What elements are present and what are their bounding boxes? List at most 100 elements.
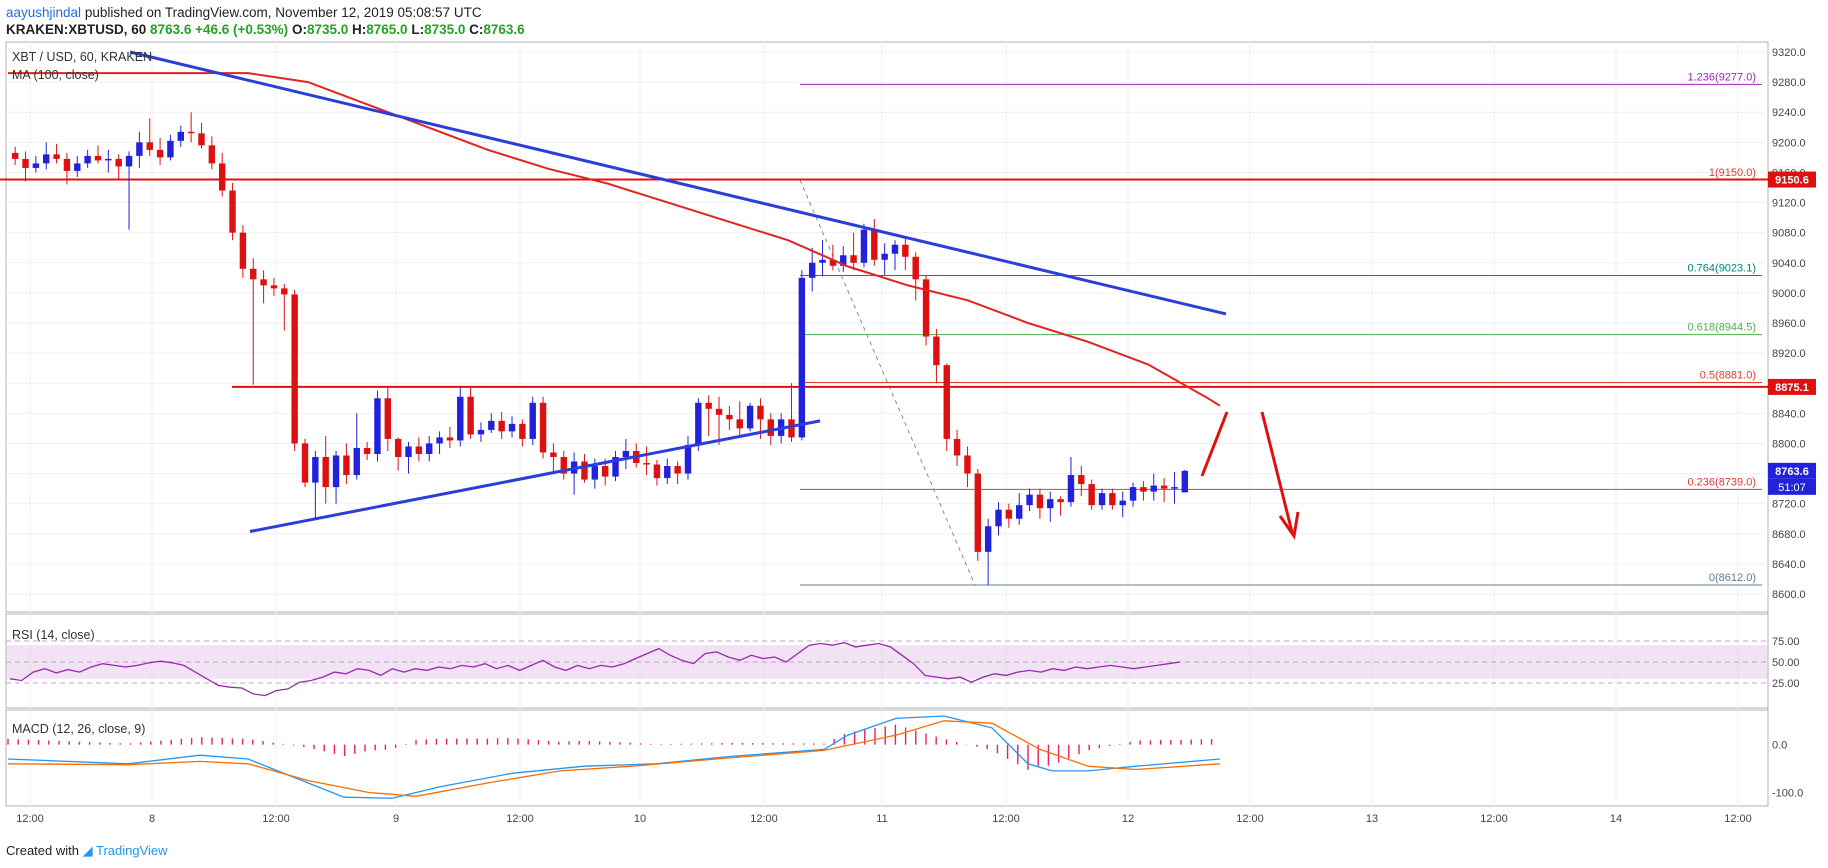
- candle-body: [746, 405, 754, 429]
- last-price: 8763.6: [150, 22, 192, 37]
- open-label: O:: [291, 22, 307, 37]
- footer-created: Created with: [6, 843, 79, 858]
- time-tick: 12:00: [16, 813, 44, 825]
- candle-body: [167, 140, 174, 158]
- candle-body: [1088, 484, 1095, 506]
- forecast-arrows[interactable]: [1200, 411, 1300, 540]
- candle-body: [125, 155, 133, 167]
- candle-body: [1078, 475, 1085, 485]
- candle-body: [384, 398, 392, 439]
- time-tick: 9: [393, 813, 399, 825]
- candle-body: [653, 464, 661, 479]
- candle-body: [1119, 500, 1126, 506]
- trendlines[interactable]: [129, 50, 1227, 533]
- candle-body: [767, 419, 774, 436]
- price-tick: 8960.0: [1772, 318, 1806, 330]
- fibonacci-retracement[interactable]: 1.236(9277.0) 1(9150.0) 0.764(9023.1) 0.618…: [800, 71, 1762, 586]
- macd-line[interactable]: [7, 715, 1221, 799]
- price-tick: 9080.0: [1772, 228, 1806, 240]
- last-price-label: 8763.6: [1775, 466, 1809, 478]
- legend-macd: MACD (12, 26, close, 9): [12, 722, 145, 736]
- close-label: C:: [469, 22, 484, 37]
- candle-body: [601, 466, 609, 477]
- candle-body: [250, 268, 257, 280]
- candle-body: [508, 423, 516, 432]
- level-label: 8875.1: [1775, 382, 1809, 394]
- candle-body: [1036, 494, 1044, 509]
- candle-body: [343, 455, 350, 476]
- price-axis-labels: 9150.6 8875.1 8763.6 51:07: [1768, 171, 1816, 495]
- candle-body: [1160, 485, 1168, 489]
- candle-body: [819, 259, 826, 263]
- macd-axis: 0.0 -100.0: [1772, 740, 1803, 800]
- up-arrow-icon: [1200, 411, 1229, 477]
- candle-body: [1171, 487, 1178, 489]
- high-value: 8765.0: [366, 22, 408, 37]
- rsi-line[interactable]: [9, 642, 1181, 697]
- ma100-line[interactable]: [8, 72, 1221, 407]
- candle-body: [53, 154, 60, 159]
- candle-body: [22, 158, 29, 168]
- candle-body: [953, 438, 961, 456]
- low-value: 8735.0: [424, 22, 466, 37]
- price-tick: 8800.0: [1772, 438, 1806, 450]
- price-tick: 9120.0: [1772, 198, 1806, 210]
- candle-body: [136, 142, 143, 156]
- candle-body: [177, 131, 184, 141]
- candle-body: [239, 232, 247, 269]
- candle-body: [156, 149, 164, 158]
- candle-body: [829, 259, 837, 266]
- rsi-guides: [6, 640, 1768, 684]
- candle-body: [519, 423, 526, 439]
- candle-body: [881, 253, 888, 260]
- price-axis[interactable]: 9320.09280.09240.09200.09160.09120.09080…: [1772, 47, 1806, 601]
- horizontal-levels[interactable]: [0, 178, 1768, 388]
- last-price-label-box: [1768, 462, 1816, 479]
- candle-body: [788, 419, 795, 438]
- fib-level-label: 0.236(8739.0): [1688, 476, 1757, 488]
- fib-level-label: 0.618(8944.5): [1688, 322, 1757, 334]
- candle-body: [291, 294, 298, 444]
- candle-body: [415, 446, 423, 454]
- candle-body: [488, 420, 495, 430]
- legend-pair: XBT / USD, 60, KRAKEN: [12, 50, 152, 64]
- candle-body: [198, 133, 205, 146]
- tradingview-logo-icon: ◢: [82, 843, 93, 858]
- candle-body: [1005, 509, 1013, 519]
- down-arrow-icon: [1260, 411, 1294, 533]
- time-tick: 12:00: [1236, 813, 1264, 825]
- macd-signal-line[interactable]: [7, 720, 1221, 797]
- candle-body: [840, 255, 847, 266]
- price-tick: 9200.0: [1772, 137, 1806, 149]
- time-tick: 11: [876, 813, 887, 825]
- time-axis[interactable]: 12:00 8 12:00 9 12:00 10 12:00 11 12:00 12 12:00 13…: [16, 813, 1752, 825]
- candle-body: [1129, 487, 1137, 501]
- candle-body: [902, 244, 909, 257]
- candle-body: [726, 414, 733, 420]
- fib-level-label: 0(8612.0): [1709, 572, 1756, 584]
- rsi-tick: 50.00: [1772, 657, 1800, 669]
- time-tick: 8: [149, 813, 155, 825]
- candle-body: [436, 437, 443, 444]
- price-tick: 8680.0: [1772, 529, 1806, 541]
- candle-body: [1150, 485, 1157, 492]
- candle-body: [715, 408, 723, 415]
- candle-body: [43, 154, 50, 164]
- trendline-ascending: [249, 419, 821, 533]
- fib-level-label: 0.764(9023.1): [1688, 262, 1757, 274]
- candle-body: [84, 155, 91, 164]
- candle-body: [664, 466, 671, 479]
- footer-brand[interactable]: TradingView: [96, 843, 168, 858]
- candle-body: [964, 455, 971, 474]
- price-tick: 9040.0: [1772, 258, 1806, 270]
- symbol-prefix: KRAKEN:XBTUSD, 60: [6, 22, 147, 37]
- candle-body: [871, 229, 878, 260]
- candle-body: [808, 262, 816, 278]
- price-tick: 9000.0: [1772, 288, 1806, 300]
- author-link[interactable]: aayushjindal: [6, 5, 82, 20]
- candles[interactable]: [11, 112, 1189, 585]
- candle-body: [63, 158, 71, 171]
- time-tick: 12:00: [262, 813, 290, 825]
- candle-body: [674, 466, 681, 474]
